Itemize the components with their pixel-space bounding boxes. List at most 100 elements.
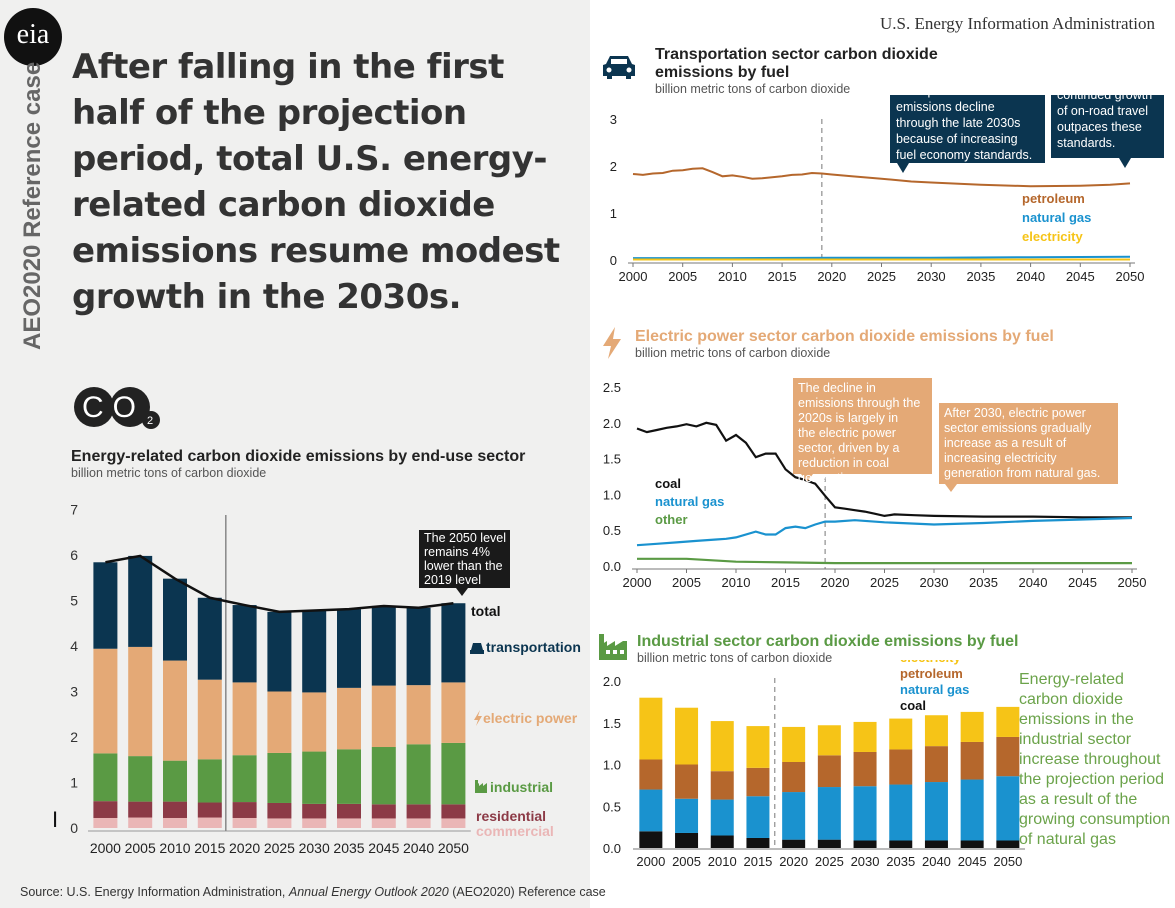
line-natural_gas bbox=[633, 255, 1131, 260]
bar-transportation bbox=[337, 609, 361, 688]
bar-commercial bbox=[337, 818, 361, 828]
x-tick-label: 2035 bbox=[886, 854, 915, 869]
bar-residential bbox=[302, 803, 327, 819]
y-tick-label: 7 bbox=[70, 502, 78, 518]
bar-electricity bbox=[710, 721, 734, 772]
y-tick-label: 3 bbox=[70, 684, 78, 700]
agency-name: U.S. Energy Information Administration bbox=[880, 14, 1155, 33]
annotation-2050: The 2050 level remains 4% lower than the 20… bbox=[424, 531, 506, 587]
bar-industrial bbox=[406, 744, 431, 805]
y-tick-label: 2 bbox=[610, 159, 617, 174]
legend-commercial: commercial bbox=[476, 823, 554, 839]
bar-coal bbox=[960, 840, 984, 848]
annotation-pointer bbox=[456, 588, 468, 596]
bar-industrial bbox=[371, 747, 396, 805]
end-use-chart: 0 1 2 3 4 5 6 7 2000 2005 2010 2015 2020 2025 2030 2035… bbox=[52, 502, 581, 857]
y-tick-label: 5 bbox=[70, 593, 78, 609]
bar-industrial bbox=[232, 755, 257, 803]
industrial-icon bbox=[475, 780, 487, 793]
y-tick-label: 6 bbox=[70, 547, 78, 563]
y-tick-label: 1.5 bbox=[603, 452, 621, 467]
co2-circle-c bbox=[74, 387, 114, 427]
x-tick-label: 2020 bbox=[779, 854, 808, 869]
legend-residential: residential bbox=[476, 808, 546, 824]
bar-coal bbox=[817, 839, 841, 848]
industrial-chart-subtitle: billion metric tons of carbon dioxide bbox=[637, 651, 833, 665]
x-tick-label: 2035 bbox=[969, 575, 998, 590]
x-tick-label: 2015 bbox=[768, 269, 797, 284]
bar-electricity bbox=[817, 725, 841, 756]
x-tick-label: 2000 bbox=[623, 575, 652, 590]
legend-electric: electric power bbox=[483, 710, 578, 726]
bar-coal bbox=[853, 840, 877, 848]
x-tick-label: 2030 bbox=[917, 269, 946, 284]
bar-electricity bbox=[996, 706, 1020, 737]
bar-coal bbox=[996, 840, 1020, 848]
x-tick-label: 2040 bbox=[1016, 269, 1045, 284]
x-tick-label: 2005 bbox=[672, 575, 701, 590]
bar-transportation bbox=[197, 597, 222, 680]
bar-natural_gas bbox=[675, 798, 699, 833]
bar-electricity bbox=[639, 697, 663, 760]
bar-natural_gas bbox=[960, 779, 984, 841]
legend-other: other bbox=[655, 512, 688, 527]
bar-industrial bbox=[337, 749, 361, 804]
x-tick-label: 2025 bbox=[870, 575, 899, 590]
bar-natural_gas bbox=[996, 776, 1020, 841]
source-italic: Annual Energy Outlook 2020 bbox=[288, 885, 449, 899]
bar-petroleum bbox=[817, 755, 841, 788]
bar-electric bbox=[302, 692, 327, 752]
industrial-chart: 0.0 0.5 1.0 1.5 2.0 2000 2005 2010 2015 2020 2025 2… bbox=[603, 660, 1025, 869]
bar-residential bbox=[267, 802, 292, 819]
bar-electricity bbox=[960, 711, 984, 742]
bar-residential bbox=[128, 801, 153, 818]
legend-coal: coal bbox=[900, 698, 926, 713]
bar-residential bbox=[337, 803, 361, 819]
bar-electricity bbox=[853, 721, 877, 752]
x-tick-label: 2000 bbox=[619, 269, 648, 284]
transport-chart-subtitle: billion metric tons of carbon dioxide bbox=[655, 82, 851, 96]
bar-natural_gas bbox=[710, 799, 734, 836]
bar-natural_gas bbox=[746, 796, 770, 838]
x-tick-label: 2020 bbox=[821, 575, 850, 590]
x-tick-label: 2000 bbox=[90, 840, 121, 856]
x-tick-label: 2025 bbox=[815, 854, 844, 869]
bar-transportation bbox=[371, 605, 396, 686]
bar-industrial bbox=[93, 753, 118, 802]
y-tick-label: 1.0 bbox=[603, 487, 621, 502]
bar-coal bbox=[782, 839, 806, 848]
bar-coal bbox=[710, 835, 734, 848]
x-tick-label: 2050 bbox=[1116, 269, 1145, 284]
eia-logo: eia bbox=[4, 8, 62, 66]
bar-petroleum bbox=[960, 741, 984, 780]
x-tick-label: 2040 bbox=[403, 840, 434, 856]
y-tick-label: 0 bbox=[610, 253, 617, 268]
bar-petroleum bbox=[924, 746, 948, 783]
bar-coal bbox=[889, 840, 913, 848]
x-tick-label: 2020 bbox=[229, 840, 260, 856]
transport-chart: 0 1 2 3 2000 2005 2010 2015 2020 2025 2030 2035 2040… bbox=[610, 95, 1164, 284]
x-tick-label: 2025 bbox=[867, 269, 896, 284]
total-line bbox=[105, 554, 454, 614]
x-tick-label: 2045 bbox=[958, 854, 987, 869]
annotation-box bbox=[419, 530, 510, 588]
bar-transportation bbox=[406, 607, 431, 686]
bar-petroleum bbox=[746, 767, 770, 797]
x-tick-label: 2030 bbox=[299, 840, 330, 856]
x-tick-label: 2015 bbox=[743, 854, 772, 869]
industrial-chart-title: Industrial sector carbon dioxide emissio… bbox=[637, 633, 1019, 650]
source-note: Source: U.S. Energy Information Administ… bbox=[20, 885, 606, 899]
bar-commercial bbox=[267, 818, 292, 828]
y-tick-label: 2.5 bbox=[603, 380, 621, 395]
end-use-chart-subtitle: billion metric tons of carbon dioxide bbox=[71, 466, 267, 480]
bar-electricity bbox=[924, 715, 948, 747]
annotation-electric-1: The decline in emissions through the 2020s… bbox=[798, 381, 920, 485]
industrial-side-text: Energy-related carbon dioxide emissions … bbox=[1019, 671, 1171, 848]
legend-electricity: electricity bbox=[1022, 229, 1083, 244]
annotation-box-2 bbox=[939, 403, 1118, 484]
bar-coal bbox=[639, 831, 663, 848]
x-tick-label: 2020 bbox=[817, 269, 846, 284]
legend-electricity: electricity bbox=[900, 660, 961, 665]
y-tick-label: 1.0 bbox=[603, 758, 621, 773]
x-tick-label: 2030 bbox=[920, 575, 949, 590]
